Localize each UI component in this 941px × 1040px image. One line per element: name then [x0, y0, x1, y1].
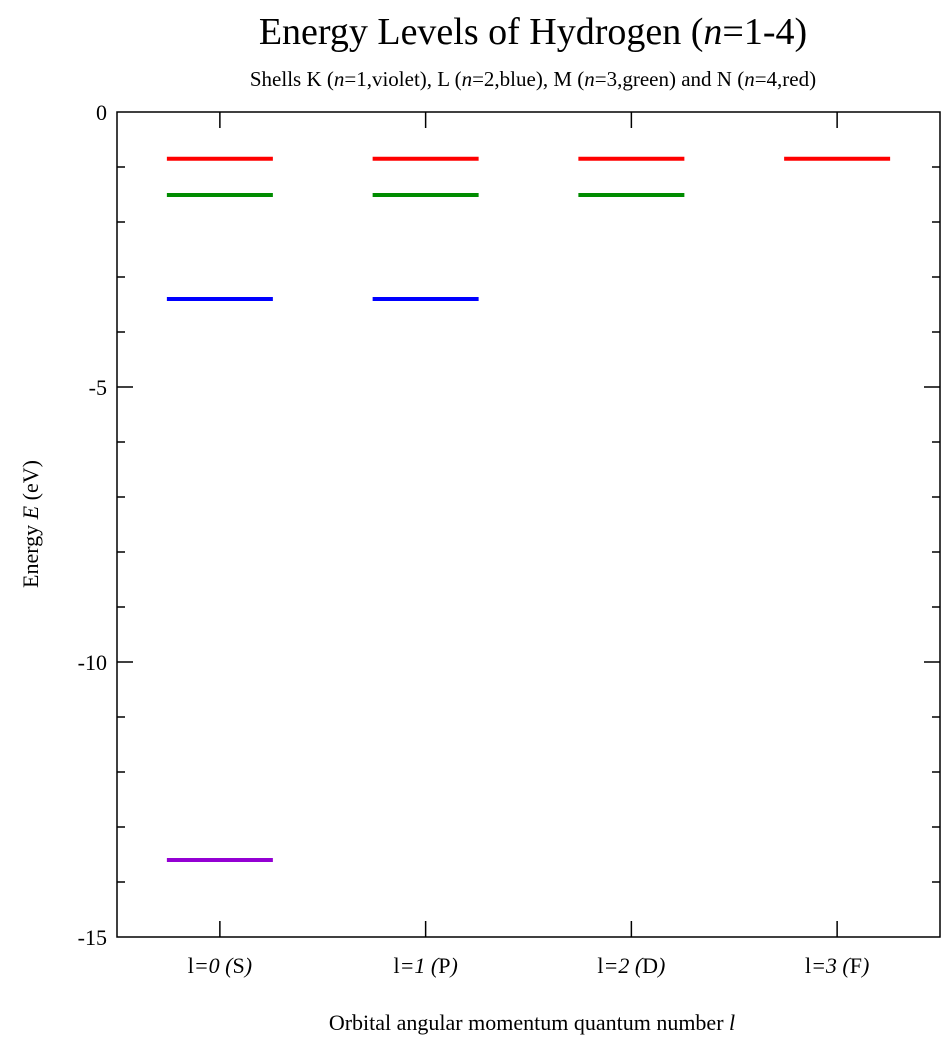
x-tick-label: l=3 (F) [805, 953, 869, 978]
plot-area [116, 111, 941, 938]
text-run: D [642, 953, 658, 978]
text-run: F [850, 953, 862, 978]
italic-symbol: ) [243, 953, 252, 978]
italic-symbol: ) [448, 953, 457, 978]
text-run: P [438, 953, 450, 978]
text-run: l [597, 953, 603, 978]
y-tick-label: 0 [96, 100, 107, 125]
x-tick-labels: l=0 (S) l=1 (P) l=2 (D) l=3 (F) [188, 953, 870, 978]
text-run: =3,green) and N ( [595, 67, 744, 91]
y-tick-label: -5 [89, 375, 107, 400]
text-run: l [805, 953, 811, 978]
text-run: =1-4) [722, 11, 807, 53]
italic-symbol: n [703, 11, 722, 53]
text-run: =2,blue), M ( [472, 67, 584, 91]
text-run: l [393, 953, 399, 978]
y-tick-labels: 0 -5 -10 -15 [78, 100, 107, 950]
italic-symbol: l [729, 1010, 735, 1035]
energy-levels [166, 156, 891, 862]
axis-ticks [117, 112, 940, 937]
text-run: l [188, 953, 194, 978]
x-tick-label: l=0 (S) [188, 953, 252, 978]
text-run: Energy Levels of Hydrogen ( [259, 11, 704, 53]
plot-frame [116, 111, 941, 938]
x-axis-label: Orbital angular momentum quantum number … [329, 1010, 735, 1035]
text-run: Orbital angular momentum quantum number [329, 1010, 729, 1035]
italic-symbol: n [334, 67, 345, 91]
text-run: S [232, 953, 244, 978]
chart-subtitle: Shells K (n=1,violet), L (n=2,blue), M (… [250, 67, 816, 91]
x-tick-label: l=1 (P) [393, 953, 457, 978]
text-run: Energy [18, 519, 43, 588]
italic-symbol: =3 ( [811, 953, 851, 978]
italic-symbol: ) [860, 953, 869, 978]
italic-symbol: n [744, 67, 755, 91]
y-axis-label: Energy E (eV) [18, 460, 43, 588]
chart-title: Energy Levels of Hydrogen (n=1-4) [259, 11, 807, 53]
y-tick-label: -10 [78, 650, 107, 675]
italic-symbol: ) [656, 953, 665, 978]
italic-symbol: =2 ( [603, 953, 643, 978]
italic-symbol: =1 ( [400, 953, 440, 978]
italic-symbol: n [462, 67, 473, 91]
italic-symbol: n [584, 67, 595, 91]
text-run: (eV) [18, 460, 43, 506]
italic-symbol: =0 ( [194, 953, 234, 978]
italic-symbol: E [18, 505, 43, 520]
text-run: Shells K ( [250, 67, 334, 91]
text-run: =1,violet), L ( [344, 67, 461, 91]
x-tick-label: l=2 (D) [597, 953, 665, 978]
y-tick-label: -15 [78, 925, 107, 950]
text-run: =4,red) [755, 67, 816, 91]
